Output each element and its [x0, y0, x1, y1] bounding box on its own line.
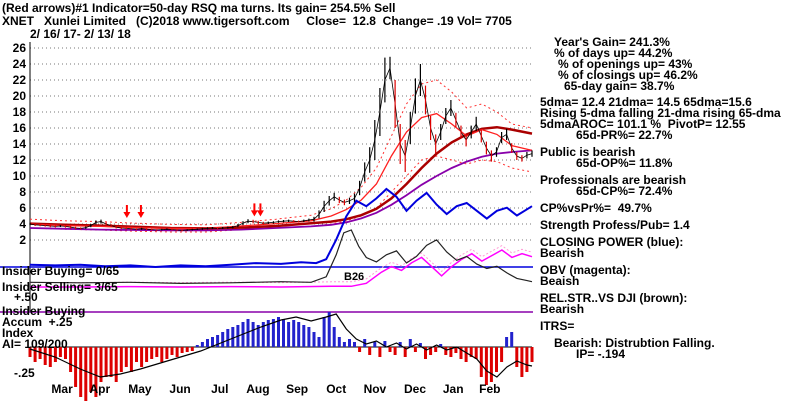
accum-panel-title-1: Insider Buying: [2, 304, 86, 318]
sell-arrow-head: [250, 210, 258, 217]
ai-value-label: AI= 109/200: [2, 337, 68, 351]
ma50-line: [29, 125, 533, 230]
month-label: Jan: [443, 382, 464, 396]
b26-signal-label: B26: [344, 271, 365, 283]
stat-line: 5dmaAROC= 101.1 % PivotP= 12.55: [540, 117, 746, 131]
accum-panel-title-2: Accum +.25: [2, 315, 73, 329]
price-axis-label: 20: [13, 89, 27, 103]
stat-line: IP= -.194: [576, 347, 626, 361]
sell-arrow-head: [256, 210, 264, 217]
price-axis-label: 16: [13, 121, 27, 135]
stat-line: % of openings up= 43%: [558, 57, 693, 71]
month-label: Apr: [89, 382, 110, 396]
stat-line: Professionals are bearish: [540, 173, 687, 187]
stat-line: Rising 5-dma falling 21-dma rising 65-dm…: [540, 106, 781, 120]
stat-line: ITRS=: [540, 319, 575, 333]
price-axis-label: 6: [19, 201, 26, 215]
month-label: Dec: [404, 382, 426, 396]
price-axis-label: 26: [13, 41, 27, 55]
sell-arrow-head: [123, 212, 131, 218]
stat-line: 5dma= 12.4 21dma= 14.5 65dma=15.6: [540, 95, 752, 109]
price-axis-label: 18: [13, 105, 27, 119]
accum-index-line: [29, 313, 533, 378]
month-label: Jul: [211, 382, 228, 396]
month-label: Aug: [246, 382, 269, 396]
month-label: Oct: [326, 382, 346, 396]
price-axis-label: 14: [13, 137, 27, 151]
price-axis-label: 12: [13, 153, 27, 167]
month-label: Feb: [479, 382, 500, 396]
stat-line: Bearish: [540, 302, 585, 316]
stat-line: Year's Gain= 241.3%: [554, 35, 670, 49]
date-range-label: 2/ 16/ 17- 2/ 13/ 18: [30, 27, 131, 41]
stat-line: 65d-CP%= 72.4%: [576, 184, 673, 198]
ma21-line: [29, 112, 533, 230]
price-axis-label: 4: [19, 217, 26, 231]
trend-ma-line: [29, 149, 533, 232]
sell-arrow-head: [137, 212, 145, 218]
month-label: Sep: [286, 382, 308, 396]
upper-band-line: [29, 79, 533, 226]
month-label: May: [128, 382, 152, 396]
obv-line: [30, 249, 533, 288]
price-axis-label: 8: [19, 185, 26, 199]
price-axis-label: 10: [13, 169, 27, 183]
scale-minus25-label: -.25: [14, 366, 35, 380]
price-axis-label: 22: [13, 73, 27, 87]
stat-line: 65d-PR%= 22.7%: [576, 128, 673, 142]
stats-panel: Year's Gain= 241.3%% of days up= 44.2%% …: [540, 35, 798, 361]
closing-power-line: [29, 187, 533, 269]
stat-line: Bearish: [540, 246, 585, 260]
stat-line: Beaish: [540, 274, 580, 288]
price-axis-label: 24: [13, 57, 27, 71]
month-label: Jun: [169, 382, 190, 396]
indicator-header: (Red arrows)#1 Indicator=50-day RSQ ma t…: [2, 1, 396, 15]
stat-line: CLOSING POWER (blue):: [540, 235, 684, 249]
insider-buying-label: Insider Buying= 0/65: [2, 264, 120, 278]
stat-line: Bearish: Distrubtion Falling.: [554, 336, 715, 350]
stat-line: Strength Profess/Pub= 1.4: [540, 218, 690, 232]
scale-plus50-label: +.50: [14, 290, 38, 304]
month-label: Nov: [364, 382, 387, 396]
stat-line: REL.STR..VS DJI (brown):: [540, 291, 688, 305]
stat-line: CP%vsPr%= 49.7%: [540, 201, 652, 215]
stat-line: 65-day gain= 38.7%: [564, 79, 675, 93]
month-label: Mar: [51, 382, 73, 396]
price-axis-label: 2: [19, 233, 26, 247]
insider-selling-label: Insider Selling= 3/65: [2, 280, 118, 294]
relative-strength-line: [29, 229, 533, 285]
stat-line: % of days up= 44.2%: [554, 46, 673, 60]
lower-band-line: [29, 155, 533, 233]
stat-line: Public is bearish: [540, 145, 636, 159]
close-line: [29, 66, 533, 231]
ticker-header: XNET Xunlei Limited (C)2018 www.tigersof…: [2, 14, 512, 28]
accum-panel-title-3: Index: [2, 326, 34, 340]
stat-line: 65d-OP%= 11.8%: [576, 156, 673, 170]
stat-line: OBV (magenta):: [540, 263, 631, 277]
stat-line: % of closings up= 46.2%: [558, 68, 698, 82]
